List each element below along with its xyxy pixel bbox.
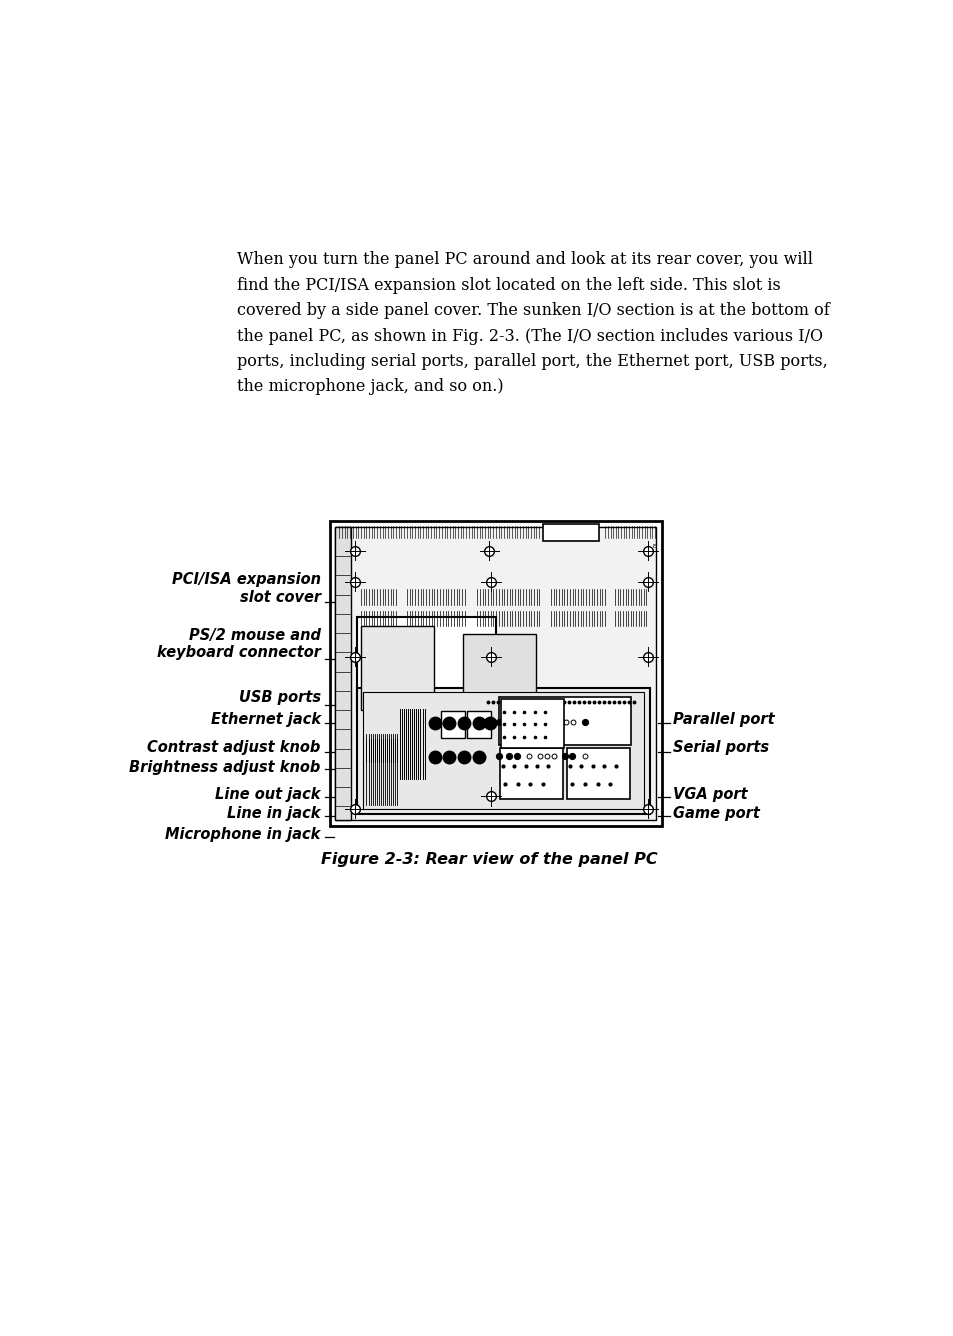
Text: PCI/ISA expansion
slot cover: PCI/ISA expansion slot cover: [172, 572, 320, 605]
Bar: [440, 711, 464, 739]
Text: Line out jack: Line out jack: [215, 787, 320, 803]
Bar: [356, 712, 381, 745]
Bar: [330, 521, 661, 826]
Bar: [467, 711, 491, 739]
Bar: [462, 635, 536, 707]
Text: PS/2 mouse and
keyboard connector: PS/2 mouse and keyboard connector: [156, 628, 320, 660]
Bar: [542, 524, 598, 541]
Bar: [335, 526, 351, 820]
Text: Brightness adjust knob: Brightness adjust knob: [130, 760, 320, 775]
Text: Contrast adjust knob: Contrast adjust knob: [147, 740, 320, 755]
Bar: [566, 748, 629, 799]
Text: Game port: Game port: [673, 806, 760, 820]
Text: USB ports: USB ports: [238, 691, 320, 705]
Bar: [335, 526, 656, 820]
Bar: [499, 748, 562, 799]
Bar: [500, 699, 563, 748]
Text: When you turn the panel PC around and look at its rear cover, you will
find the : When you turn the panel PC around and lo…: [236, 251, 829, 395]
Bar: [356, 688, 649, 814]
Text: E: E: [652, 544, 655, 549]
Text: Serial ports: Serial ports: [673, 740, 769, 755]
Bar: [360, 627, 434, 709]
Text: Microphone in jack: Microphone in jack: [165, 827, 320, 842]
Text: Line in jack: Line in jack: [227, 806, 320, 820]
Text: Parallel port: Parallel port: [673, 712, 774, 727]
Bar: [363, 692, 643, 810]
Text: Figure 2-3: Rear view of the panel PC: Figure 2-3: Rear view of the panel PC: [320, 852, 657, 867]
Bar: [498, 696, 631, 744]
Bar: [356, 617, 496, 713]
Text: Ethernet jack: Ethernet jack: [211, 712, 320, 727]
Text: VGA port: VGA port: [673, 787, 747, 803]
